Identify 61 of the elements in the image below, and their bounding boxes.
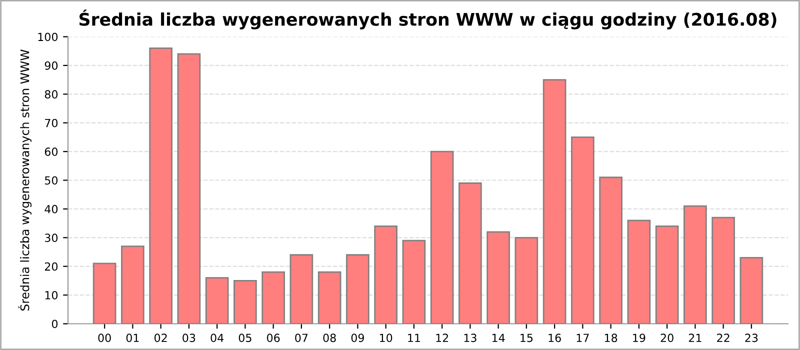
x-tick-label: 20 (660, 334, 674, 342)
bar (121, 246, 144, 324)
bar (627, 220, 651, 324)
bar (177, 53, 201, 324)
x-tick-label: 03 (182, 334, 196, 342)
bar (262, 271, 285, 324)
x-tick-label: 08 (323, 334, 336, 342)
x-tick-label: 13 (464, 334, 476, 342)
y-tick-label: 70 (45, 118, 58, 128)
bar (402, 240, 426, 324)
bar (486, 231, 510, 324)
y-tick-label: 20 (44, 262, 58, 271)
bar (655, 225, 679, 324)
bar (458, 182, 482, 324)
bar (205, 277, 229, 324)
bar (430, 150, 454, 324)
bar (92, 262, 116, 324)
bar (374, 225, 398, 324)
y-tick-label: 60 (44, 148, 58, 156)
bar (346, 254, 370, 324)
x-tick-label: 16 (548, 334, 561, 342)
x-tick-label: 00 (98, 334, 111, 342)
bar (599, 176, 622, 324)
bar (740, 257, 764, 324)
x-tick-label: 04 (210, 334, 224, 342)
y-axis-title: Średnia liczba wygenerowanych stron WWW (18, 50, 32, 311)
x-tick-label: 14 (492, 334, 505, 342)
y-tick-label: 90 (44, 61, 58, 70)
y-tick-label: 100 (38, 32, 58, 42)
x-tick-label: 09 (351, 334, 364, 342)
chart-title: Średnia liczba wygenerowanych stron WWW w ciągu godziny (2016.08) (79, 10, 776, 30)
x-tick-label: 02 (154, 334, 167, 342)
x-tick-label: 19 (633, 334, 646, 342)
y-tick-label: 40 (44, 204, 58, 214)
x-tick-label: 17 (576, 334, 589, 342)
bar (234, 280, 257, 324)
x-tick-label: 12 (436, 334, 448, 342)
y-tick-label: 10 (45, 291, 58, 300)
bar (712, 216, 735, 324)
y-tick-label: 0 (52, 320, 58, 328)
x-tick-label: 22 (717, 334, 730, 342)
x-tick-label: 15 (520, 334, 533, 342)
x-tick-label: 11 (408, 334, 420, 342)
y-tick-label: 80 (44, 90, 58, 99)
y-tick-label: 50 (44, 176, 58, 185)
bar (571, 136, 594, 324)
bar (514, 236, 538, 324)
y-tick-label: 30 (44, 234, 58, 242)
bar (684, 205, 707, 324)
bar (149, 48, 172, 324)
x-tick-label: 05 (238, 334, 252, 342)
x-tick-label: 21 (688, 334, 702, 342)
x-tick-label: 18 (604, 334, 618, 342)
x-tick-label: 23 (745, 334, 758, 342)
x-tick-label: 01 (126, 334, 139, 342)
x-tick-label: 10 (380, 334, 392, 342)
bar (318, 271, 342, 324)
bar (542, 79, 566, 324)
bar (290, 254, 314, 324)
x-tick-label: 07 (295, 334, 308, 342)
x-tick-label: 06 (266, 334, 280, 342)
